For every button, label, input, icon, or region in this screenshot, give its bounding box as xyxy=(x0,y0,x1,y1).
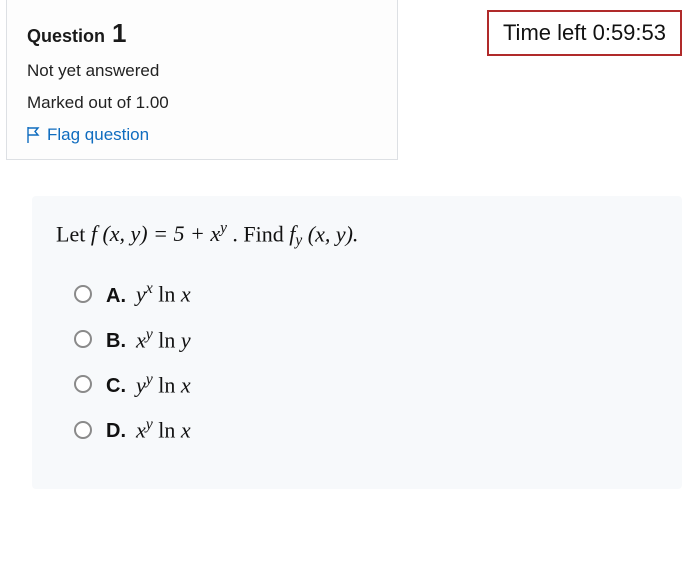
question-label: Question xyxy=(27,26,105,46)
option-math: yy ln x xyxy=(136,371,191,398)
option-letter: B. xyxy=(106,330,126,353)
option-math: xy ln y xyxy=(136,326,191,353)
options-group: A. yx ln x B. xy ln y C. yy ln x D. xy l… xyxy=(74,280,662,443)
option-d[interactable]: D. xy ln x xyxy=(74,416,662,443)
radio-icon xyxy=(74,330,92,348)
radio-icon xyxy=(74,285,92,303)
stem-mid: . Find xyxy=(227,221,289,246)
option-c[interactable]: C. yy ln x xyxy=(74,371,662,398)
question-body: Let f (x, y) = 5 + xy . Find fy (x, y). … xyxy=(32,196,682,489)
option-math: yx ln x xyxy=(136,280,191,307)
stem-prefix: Let xyxy=(56,221,91,246)
stem-func: f (x, y) = 5 + xy xyxy=(91,221,227,246)
stem-fy: fy xyxy=(289,221,302,246)
flag-question-label: Flag question xyxy=(47,125,149,145)
option-label: B. xy ln y xyxy=(106,326,191,353)
question-info-panel: Question 1 Not yet answered Marked out o… xyxy=(6,0,398,160)
option-a[interactable]: A. yx ln x xyxy=(74,280,662,307)
marked-out-of: Marked out of 1.00 xyxy=(27,93,377,113)
question-number: 1 xyxy=(112,18,126,48)
answer-status: Not yet answered xyxy=(27,61,377,81)
option-b[interactable]: B. xy ln y xyxy=(74,326,662,353)
timer-value: 0:59:53 xyxy=(593,20,666,45)
flag-icon xyxy=(27,127,41,143)
radio-icon xyxy=(74,375,92,393)
option-label: A. yx ln x xyxy=(106,280,191,307)
timer-box: Time left 0:59:53 xyxy=(487,10,682,56)
radio-icon xyxy=(74,421,92,439)
question-number-line: Question 1 xyxy=(27,18,377,49)
option-letter: C. xyxy=(106,375,126,398)
timer-prefix: Time left xyxy=(503,20,587,45)
option-math: xy ln x xyxy=(136,416,191,443)
option-letter: A. xyxy=(106,285,126,308)
question-stem: Let f (x, y) = 5 + xy . Find fy (x, y). xyxy=(56,220,662,250)
flag-question-link[interactable]: Flag question xyxy=(27,125,377,145)
stem-args: (x, y). xyxy=(302,221,358,246)
option-letter: D. xyxy=(106,420,126,443)
option-label: D. xy ln x xyxy=(106,416,191,443)
option-label: C. yy ln x xyxy=(106,371,191,398)
